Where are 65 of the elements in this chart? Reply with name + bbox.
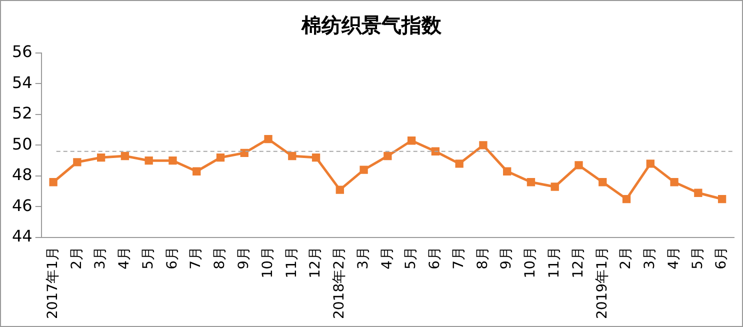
point bbox=[264, 135, 272, 144]
x-tick-label: 11月 bbox=[546, 246, 563, 278]
x-tick-label: 4月 bbox=[666, 246, 682, 270]
y-tick-label: 54 bbox=[12, 72, 32, 92]
x-tick-label: 3月 bbox=[642, 246, 658, 270]
x-tick-label: 12月 bbox=[570, 246, 586, 278]
point bbox=[336, 186, 344, 194]
point bbox=[216, 153, 225, 162]
x-tick-label: 11月 bbox=[284, 246, 300, 278]
x-tick-label: 4月 bbox=[116, 246, 133, 270]
point bbox=[360, 166, 368, 174]
x-tick-label: 3月 bbox=[92, 246, 109, 270]
point bbox=[694, 188, 702, 197]
x-tick-label: 8月 bbox=[212, 246, 228, 270]
point bbox=[384, 152, 392, 160]
point bbox=[312, 153, 320, 162]
x-tick-label: 6月 bbox=[714, 246, 730, 270]
point bbox=[646, 160, 654, 168]
x-tick-label: 12月 bbox=[308, 246, 324, 278]
x-tick-label: 5月 bbox=[403, 246, 420, 270]
point bbox=[407, 136, 416, 145]
y-tick-label: 46 bbox=[12, 196, 32, 215]
point bbox=[622, 194, 631, 204]
y-tick-label: 48 bbox=[12, 165, 32, 184]
x-tick-label: 8月 bbox=[474, 246, 491, 270]
x-tick-label: 6月 bbox=[164, 246, 180, 270]
point bbox=[455, 160, 464, 168]
point bbox=[73, 158, 82, 166]
x-tick-label: 5月 bbox=[690, 246, 706, 270]
point bbox=[192, 167, 201, 176]
x-tick-label: 6月 bbox=[427, 246, 444, 270]
point bbox=[479, 141, 488, 150]
x-tick-label: 5月 bbox=[140, 246, 156, 270]
point bbox=[574, 161, 583, 170]
point bbox=[598, 178, 607, 186]
point bbox=[240, 148, 248, 157]
point bbox=[168, 156, 177, 165]
point bbox=[550, 182, 559, 191]
x-tick-label: 7月 bbox=[450, 246, 467, 270]
point bbox=[120, 152, 130, 160]
y-tick-label: 52 bbox=[12, 104, 32, 123]
x-tick-label: 10月 bbox=[522, 246, 539, 278]
chart-title: 棉纺织景气指数 bbox=[300, 13, 442, 38]
x-tick-label: 2018年2月 bbox=[332, 246, 348, 320]
point bbox=[96, 153, 106, 162]
point bbox=[144, 156, 153, 165]
x-tick-label: 7月 bbox=[188, 246, 204, 270]
point bbox=[526, 178, 536, 186]
x-tick-label: 2月 bbox=[618, 246, 634, 270]
x-tick-label: 10月 bbox=[260, 246, 276, 278]
y-tick-label: 44 bbox=[12, 226, 32, 246]
y-tick-label: 50 bbox=[12, 134, 32, 154]
point bbox=[670, 178, 678, 186]
x-tick-label: 2月 bbox=[68, 246, 85, 270]
x-tick-label: 9月 bbox=[236, 246, 252, 270]
x-tick-label: 3月 bbox=[355, 246, 372, 270]
y-tick-label: 56 bbox=[12, 42, 32, 62]
x-tick-label: 2019年1月 bbox=[594, 246, 610, 320]
point bbox=[49, 178, 58, 186]
x-tick-label: 4月 bbox=[379, 246, 396, 270]
point bbox=[718, 194, 726, 204]
point bbox=[288, 152, 296, 160]
x-tick-label: 9月 bbox=[498, 246, 515, 270]
point bbox=[503, 167, 512, 176]
x-tick-label: 2017年1月 bbox=[44, 246, 61, 320]
